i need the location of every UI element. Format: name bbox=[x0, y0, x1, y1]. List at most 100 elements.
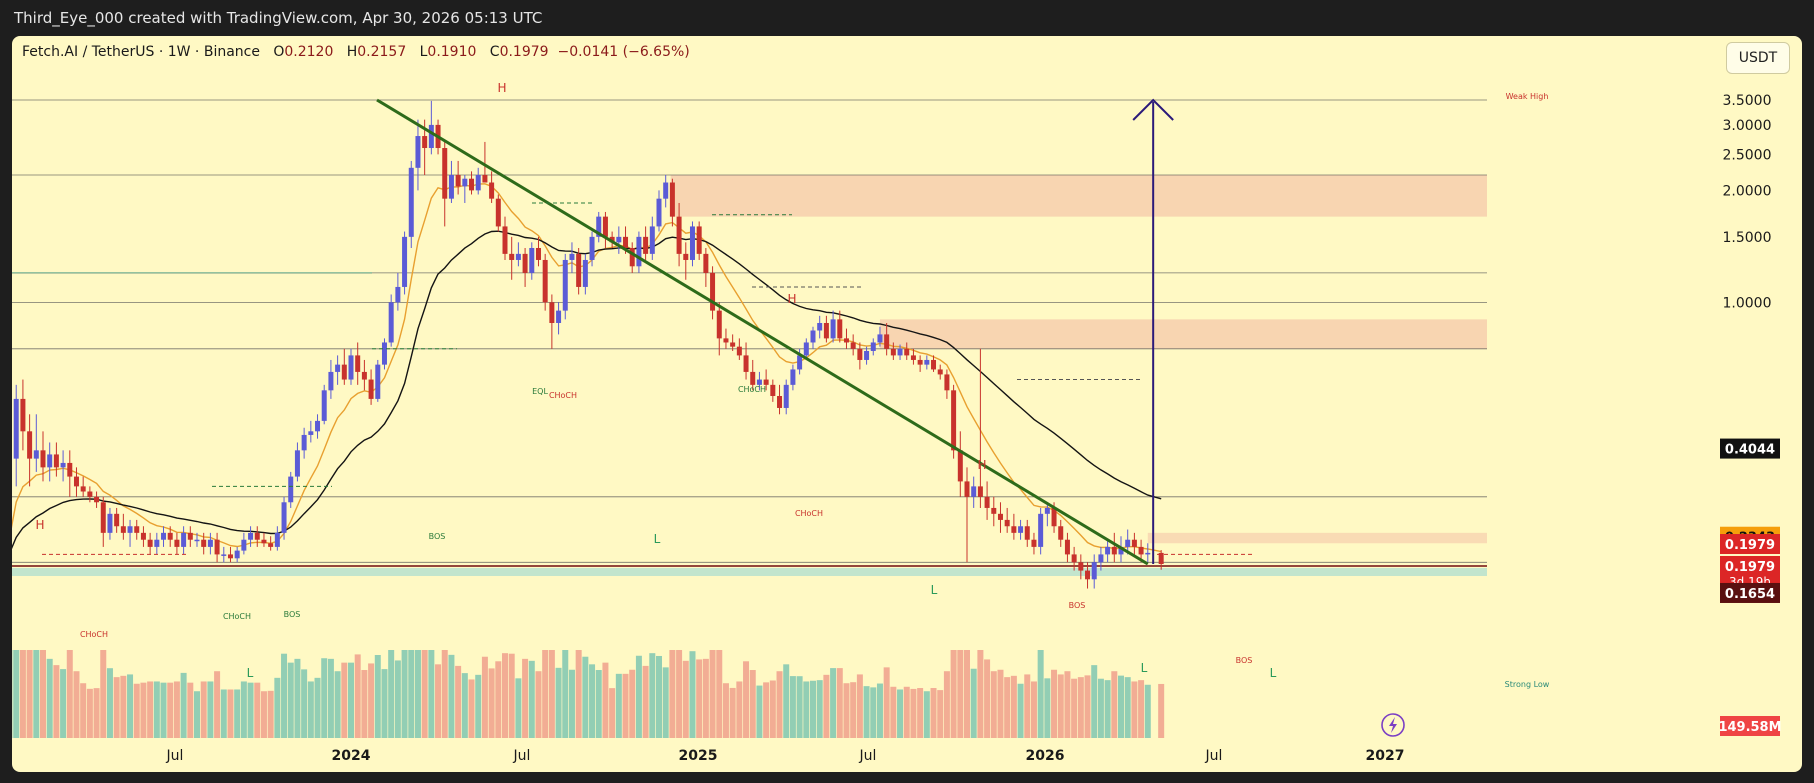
volume-bar bbox=[240, 681, 247, 738]
low-label: L bbox=[419, 44, 428, 60]
volume-bar bbox=[421, 650, 428, 738]
volume-bar bbox=[789, 676, 796, 738]
volume-bar bbox=[1030, 681, 1037, 738]
volume-bar bbox=[743, 661, 750, 738]
volume-bar bbox=[816, 680, 823, 738]
candle-body bbox=[951, 390, 957, 451]
price-tick-label: 1.5000 bbox=[1723, 230, 1772, 246]
time-tick-label: 2024 bbox=[332, 748, 371, 764]
candle-body bbox=[1105, 546, 1111, 555]
candle-body bbox=[408, 167, 414, 237]
volume-bar bbox=[414, 650, 421, 738]
candle-body bbox=[227, 554, 233, 559]
volume-bar bbox=[796, 676, 803, 738]
volume-bar bbox=[1104, 680, 1111, 738]
candle-body bbox=[924, 359, 930, 365]
volume-bar bbox=[173, 681, 180, 738]
volume-bar bbox=[836, 668, 843, 738]
candle-body bbox=[1091, 562, 1097, 580]
candle-body bbox=[997, 513, 1003, 520]
candle-body bbox=[161, 532, 167, 540]
volume-bar bbox=[26, 650, 33, 738]
volume-bar bbox=[515, 678, 522, 738]
candle-body bbox=[482, 174, 488, 183]
candle-body bbox=[1071, 554, 1077, 563]
candle-body bbox=[917, 359, 923, 365]
candle-body bbox=[288, 476, 294, 503]
volume-bar bbox=[1037, 650, 1044, 738]
candle-body bbox=[375, 364, 381, 399]
candle-body bbox=[361, 371, 367, 380]
candle-body bbox=[355, 355, 361, 372]
candle-body bbox=[843, 338, 849, 343]
candle-body bbox=[683, 253, 689, 260]
bos-label: BOS bbox=[429, 532, 446, 541]
choch-label: CHoCH bbox=[223, 612, 251, 621]
price-badge-value: 0.1979 bbox=[1725, 538, 1775, 553]
candle-body bbox=[415, 136, 421, 168]
volume-bar bbox=[589, 664, 596, 738]
candle-body bbox=[562, 259, 568, 311]
volume-bar bbox=[783, 664, 790, 738]
volume-bar bbox=[488, 668, 495, 738]
low-label: L bbox=[654, 532, 661, 546]
volume-bar bbox=[696, 659, 703, 738]
volume-badge-value: 149.58M bbox=[1718, 720, 1781, 735]
volume-bar bbox=[1010, 675, 1017, 738]
bos-label: BOS bbox=[284, 610, 301, 619]
volume-bar bbox=[147, 681, 154, 738]
volume-bar bbox=[917, 688, 924, 738]
volume-bar bbox=[977, 650, 984, 738]
candle-body bbox=[897, 348, 903, 356]
candle-body bbox=[1004, 519, 1010, 527]
volume-bar bbox=[160, 682, 167, 738]
candle-body bbox=[388, 302, 394, 343]
descending-trendline bbox=[376, 98, 1149, 566]
candlestick-chart[interactable]: H H H H L L L L L Weak High Strong Low BOS BOS BOS BOS… bbox=[12, 36, 1802, 772]
choch-label: CHoCH bbox=[549, 391, 577, 400]
chart-frame[interactable]: H H H H L L L L L Weak High Strong Low BOS BOS BOS BOS… bbox=[12, 36, 1802, 772]
candle-body bbox=[676, 216, 682, 254]
candle-body bbox=[589, 236, 595, 260]
volume-bar bbox=[602, 662, 609, 738]
volume-bar bbox=[736, 681, 743, 738]
candle-body bbox=[663, 182, 669, 199]
supply-zone-middle bbox=[879, 319, 1487, 349]
candle-body bbox=[1018, 526, 1024, 533]
volume-bar bbox=[448, 654, 455, 738]
candle-body bbox=[656, 198, 662, 227]
volume-bar bbox=[682, 660, 689, 738]
candle-body bbox=[964, 481, 970, 497]
volume-bar bbox=[763, 682, 770, 738]
levels-layer bbox=[12, 99, 1487, 567]
candle-body bbox=[629, 247, 635, 267]
volume-bar bbox=[281, 653, 288, 738]
volume-bar bbox=[970, 668, 977, 738]
volume-bar bbox=[937, 690, 944, 738]
volume-bar bbox=[13, 650, 20, 738]
ohlc-legend: Fetch.AI / TetherUS · 1W · Binance O0.21… bbox=[22, 44, 690, 60]
candle-body bbox=[274, 532, 280, 547]
candle-body bbox=[884, 334, 890, 349]
candle-body bbox=[268, 543, 274, 547]
volume-bar bbox=[167, 682, 174, 738]
time-axis-layer: Jul 2024 Jul 2025 Jul 2026 Jul 2027 bbox=[166, 748, 1405, 764]
volume-bar bbox=[649, 653, 656, 738]
candle-body bbox=[234, 550, 240, 559]
candle-body bbox=[1098, 554, 1104, 563]
volume-bar bbox=[1004, 677, 1011, 738]
volume-bar bbox=[1124, 677, 1131, 738]
volume-bar bbox=[984, 659, 991, 738]
candle-body bbox=[596, 216, 602, 237]
candle-body bbox=[1051, 507, 1057, 527]
candle-body bbox=[1064, 539, 1070, 555]
candle-body bbox=[341, 364, 347, 380]
volume-bar bbox=[562, 650, 569, 738]
candle-body bbox=[1158, 552, 1164, 564]
candle-body bbox=[100, 502, 106, 533]
volume-bar bbox=[615, 673, 622, 738]
volume-bar bbox=[964, 650, 970, 738]
currency-button[interactable]: USDT bbox=[1726, 42, 1790, 74]
price-tick-label: 2.5000 bbox=[1723, 147, 1772, 163]
volume-bar bbox=[401, 650, 408, 738]
